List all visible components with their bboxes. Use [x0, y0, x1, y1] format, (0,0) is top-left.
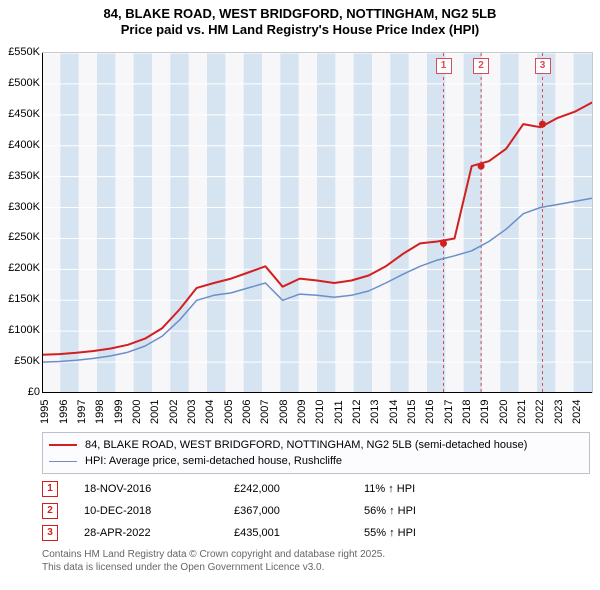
x-tick-label: 2012: [351, 400, 363, 424]
legend-swatch-hpi: [49, 461, 77, 462]
y-tick-label: £150K: [8, 293, 40, 305]
y-tick-label: £450K: [8, 108, 40, 120]
sales-date: 18-NOV-2016: [84, 483, 234, 495]
y-tick-label: £350K: [8, 170, 40, 182]
x-tick-label: 2019: [479, 400, 491, 424]
x-tick-label: 2018: [461, 400, 473, 424]
x-tick-label: 2020: [497, 400, 509, 424]
x-tick-label: 2001: [149, 400, 161, 424]
x-tick-label: 2005: [222, 400, 234, 424]
y-tick-label: £300K: [8, 201, 40, 213]
sales-row: 1 18-NOV-2016£242,00011% ↑ HPI: [42, 478, 590, 500]
y-tick-label: £200K: [8, 262, 40, 274]
chart-title: 84, BLAKE ROAD, WEST BRIDGFORD, NOTTINGH…: [0, 0, 600, 39]
x-tick-label: 2021: [516, 400, 528, 424]
x-tick-label: 1996: [57, 400, 69, 424]
sales-pct: 55% ↑ HPI: [364, 527, 484, 539]
x-tick-label: 2011: [333, 400, 345, 424]
y-tick-label: £400K: [8, 139, 40, 151]
chart-svg: [42, 53, 592, 393]
sales-table: 1 18-NOV-2016£242,00011% ↑ HPI 2 10-DEC-201…: [42, 478, 590, 544]
chart-plot-area: [42, 52, 593, 393]
event-marker-1: 1: [436, 58, 452, 74]
x-tick-label: 1999: [112, 400, 124, 424]
legend-row-hpi: HPI: Average price, semi-detached house,…: [49, 453, 583, 469]
legend-label-price-paid: 84, BLAKE ROAD, WEST BRIDGFORD, NOTTINGH…: [85, 439, 527, 451]
x-tick-label: 2015: [406, 400, 418, 424]
x-tick-label: 2013: [369, 400, 381, 424]
sales-pct: 11% ↑ HPI: [364, 483, 484, 495]
x-tick-label: 2007: [259, 400, 271, 424]
y-tick-label: £250K: [8, 231, 40, 243]
sales-price: £435,001: [234, 527, 364, 539]
x-tick-label: 2008: [277, 400, 289, 424]
x-tick-label: 2003: [186, 400, 198, 424]
sales-row: 3 28-APR-2022£435,00155% ↑ HPI: [42, 522, 590, 544]
event-marker-2: 2: [473, 58, 489, 74]
x-tick-label: 2000: [131, 400, 143, 424]
title-line-2: Price paid vs. HM Land Registry's House …: [0, 22, 600, 38]
x-tick-label: 2023: [552, 400, 564, 424]
y-tick-label: £50K: [14, 355, 40, 367]
sales-date: 28-APR-2022: [84, 527, 234, 539]
legend-row-price-paid: 84, BLAKE ROAD, WEST BRIDGFORD, NOTTINGH…: [49, 437, 583, 453]
x-tick-label: 2016: [424, 400, 436, 424]
x-tick-label: 2010: [314, 400, 326, 424]
sales-date: 10-DEC-2018: [84, 505, 234, 517]
sales-marker-3: 3: [42, 525, 58, 541]
event-marker-3: 3: [535, 58, 551, 74]
sales-row: 2 10-DEC-2018£367,00056% ↑ HPI: [42, 500, 590, 522]
sales-price: £367,000: [234, 505, 364, 517]
x-tick-label: 2024: [571, 400, 583, 424]
x-tick-label: 1995: [39, 400, 51, 424]
y-tick-label: £500K: [8, 77, 40, 89]
x-tick-label: 1997: [76, 400, 88, 424]
footer-line-1: Contains HM Land Registry data © Crown c…: [42, 548, 590, 561]
x-tick-label: 2004: [204, 400, 216, 424]
sales-marker-1: 1: [42, 481, 58, 497]
legend: 84, BLAKE ROAD, WEST BRIDGFORD, NOTTINGH…: [42, 432, 590, 474]
sales-price: £242,000: [234, 483, 364, 495]
x-tick-label: 2006: [241, 400, 253, 424]
sales-pct: 56% ↑ HPI: [364, 505, 484, 517]
x-tick-label: 2014: [387, 400, 399, 424]
x-tick-label: 2009: [296, 400, 308, 424]
y-tick-label: £100K: [8, 324, 40, 336]
footer-attribution: Contains HM Land Registry data © Crown c…: [42, 548, 590, 574]
x-tick-label: 2017: [442, 400, 454, 424]
y-tick-label: £550K: [8, 46, 40, 58]
x-tick-label: 1998: [94, 400, 106, 424]
chart-container: 84, BLAKE ROAD, WEST BRIDGFORD, NOTTINGH…: [0, 0, 600, 590]
legend-swatch-price-paid: [49, 444, 77, 446]
x-tick-label: 2002: [167, 400, 179, 424]
title-line-1: 84, BLAKE ROAD, WEST BRIDGFORD, NOTTINGH…: [0, 6, 600, 22]
sales-marker-2: 2: [42, 503, 58, 519]
legend-label-hpi: HPI: Average price, semi-detached house,…: [85, 455, 342, 467]
y-tick-label: £0: [28, 386, 40, 398]
x-tick-label: 2022: [534, 400, 546, 424]
footer-line-2: This data is licensed under the Open Gov…: [42, 561, 590, 574]
